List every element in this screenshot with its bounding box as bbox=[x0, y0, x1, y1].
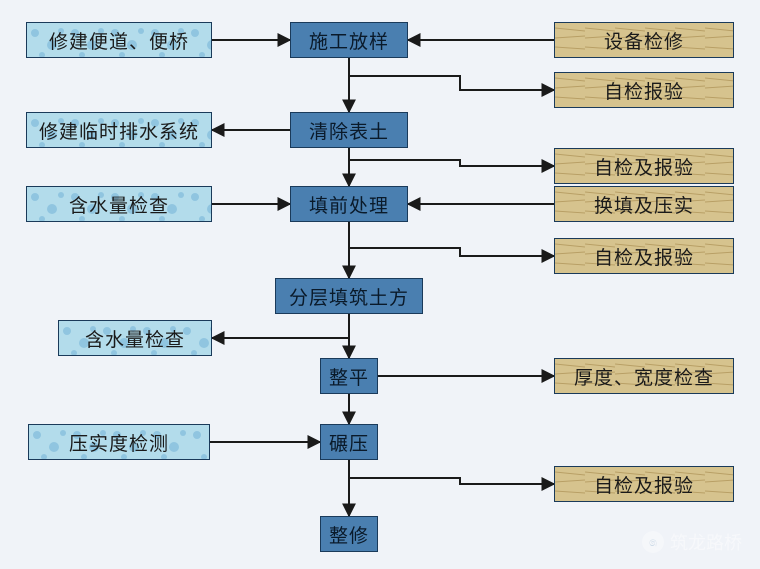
node-label: 换填及压实 bbox=[594, 191, 694, 218]
node-label: 含水量检查 bbox=[85, 325, 185, 352]
node-L3: 含水量检查 bbox=[26, 186, 212, 222]
node-label: 厚度、宽度检查 bbox=[574, 363, 714, 390]
arrow-M4-L4 bbox=[212, 314, 349, 338]
node-label: 设备检修 bbox=[604, 27, 684, 54]
node-R4: 换填及压实 bbox=[554, 186, 734, 222]
watermark: ෧ 筑龙路桥 bbox=[642, 529, 742, 555]
node-R7: 自检及报验 bbox=[554, 466, 734, 502]
arrow-M1R2-R2 bbox=[349, 76, 554, 90]
arrow-M6R7-R7 bbox=[349, 478, 554, 484]
node-R6: 厚度、宽度检查 bbox=[554, 358, 734, 394]
node-L4: 含水量检查 bbox=[58, 320, 212, 356]
node-label: 自检报验 bbox=[604, 77, 684, 104]
node-label: 自检及报验 bbox=[594, 153, 694, 180]
node-L2: 修建临时排水系统 bbox=[26, 112, 212, 148]
wechat-icon: ෧ bbox=[642, 531, 664, 553]
node-R5: 自检及报验 bbox=[554, 238, 734, 274]
node-label: 碾压 bbox=[329, 429, 369, 456]
arrow-M2R3-R3 bbox=[349, 160, 554, 166]
node-label: 自检及报验 bbox=[594, 243, 694, 270]
node-label: 修建便道、便桥 bbox=[49, 27, 189, 54]
node-M5: 整平 bbox=[320, 358, 378, 394]
node-M3: 填前处理 bbox=[290, 186, 408, 222]
node-label: 分层填筑土方 bbox=[289, 283, 409, 310]
node-label: 自检及报验 bbox=[594, 471, 694, 498]
node-label: 清除表土 bbox=[309, 117, 389, 144]
node-M1: 施工放样 bbox=[290, 22, 408, 58]
node-L1: 修建便道、便桥 bbox=[26, 22, 212, 58]
node-R1: 设备检修 bbox=[554, 22, 734, 58]
node-label: 填前处理 bbox=[309, 191, 389, 218]
node-R2: 自检报验 bbox=[554, 72, 734, 108]
node-label: 施工放样 bbox=[309, 27, 389, 54]
node-M2: 清除表土 bbox=[290, 112, 408, 148]
arrow-M3R5-R5 bbox=[349, 248, 554, 256]
node-label: 修建临时排水系统 bbox=[39, 117, 199, 144]
node-label: 含水量检查 bbox=[69, 191, 169, 218]
node-label: 压实度检测 bbox=[69, 429, 169, 456]
node-L5: 压实度检测 bbox=[28, 424, 210, 460]
node-label: 整修 bbox=[329, 521, 369, 548]
watermark-text: 筑龙路桥 bbox=[670, 529, 742, 555]
node-R3: 自检及报验 bbox=[554, 148, 734, 184]
node-M6: 碾压 bbox=[320, 424, 378, 460]
node-M7: 整修 bbox=[320, 516, 378, 552]
node-label: 整平 bbox=[329, 363, 369, 390]
node-M4: 分层填筑土方 bbox=[275, 278, 423, 314]
